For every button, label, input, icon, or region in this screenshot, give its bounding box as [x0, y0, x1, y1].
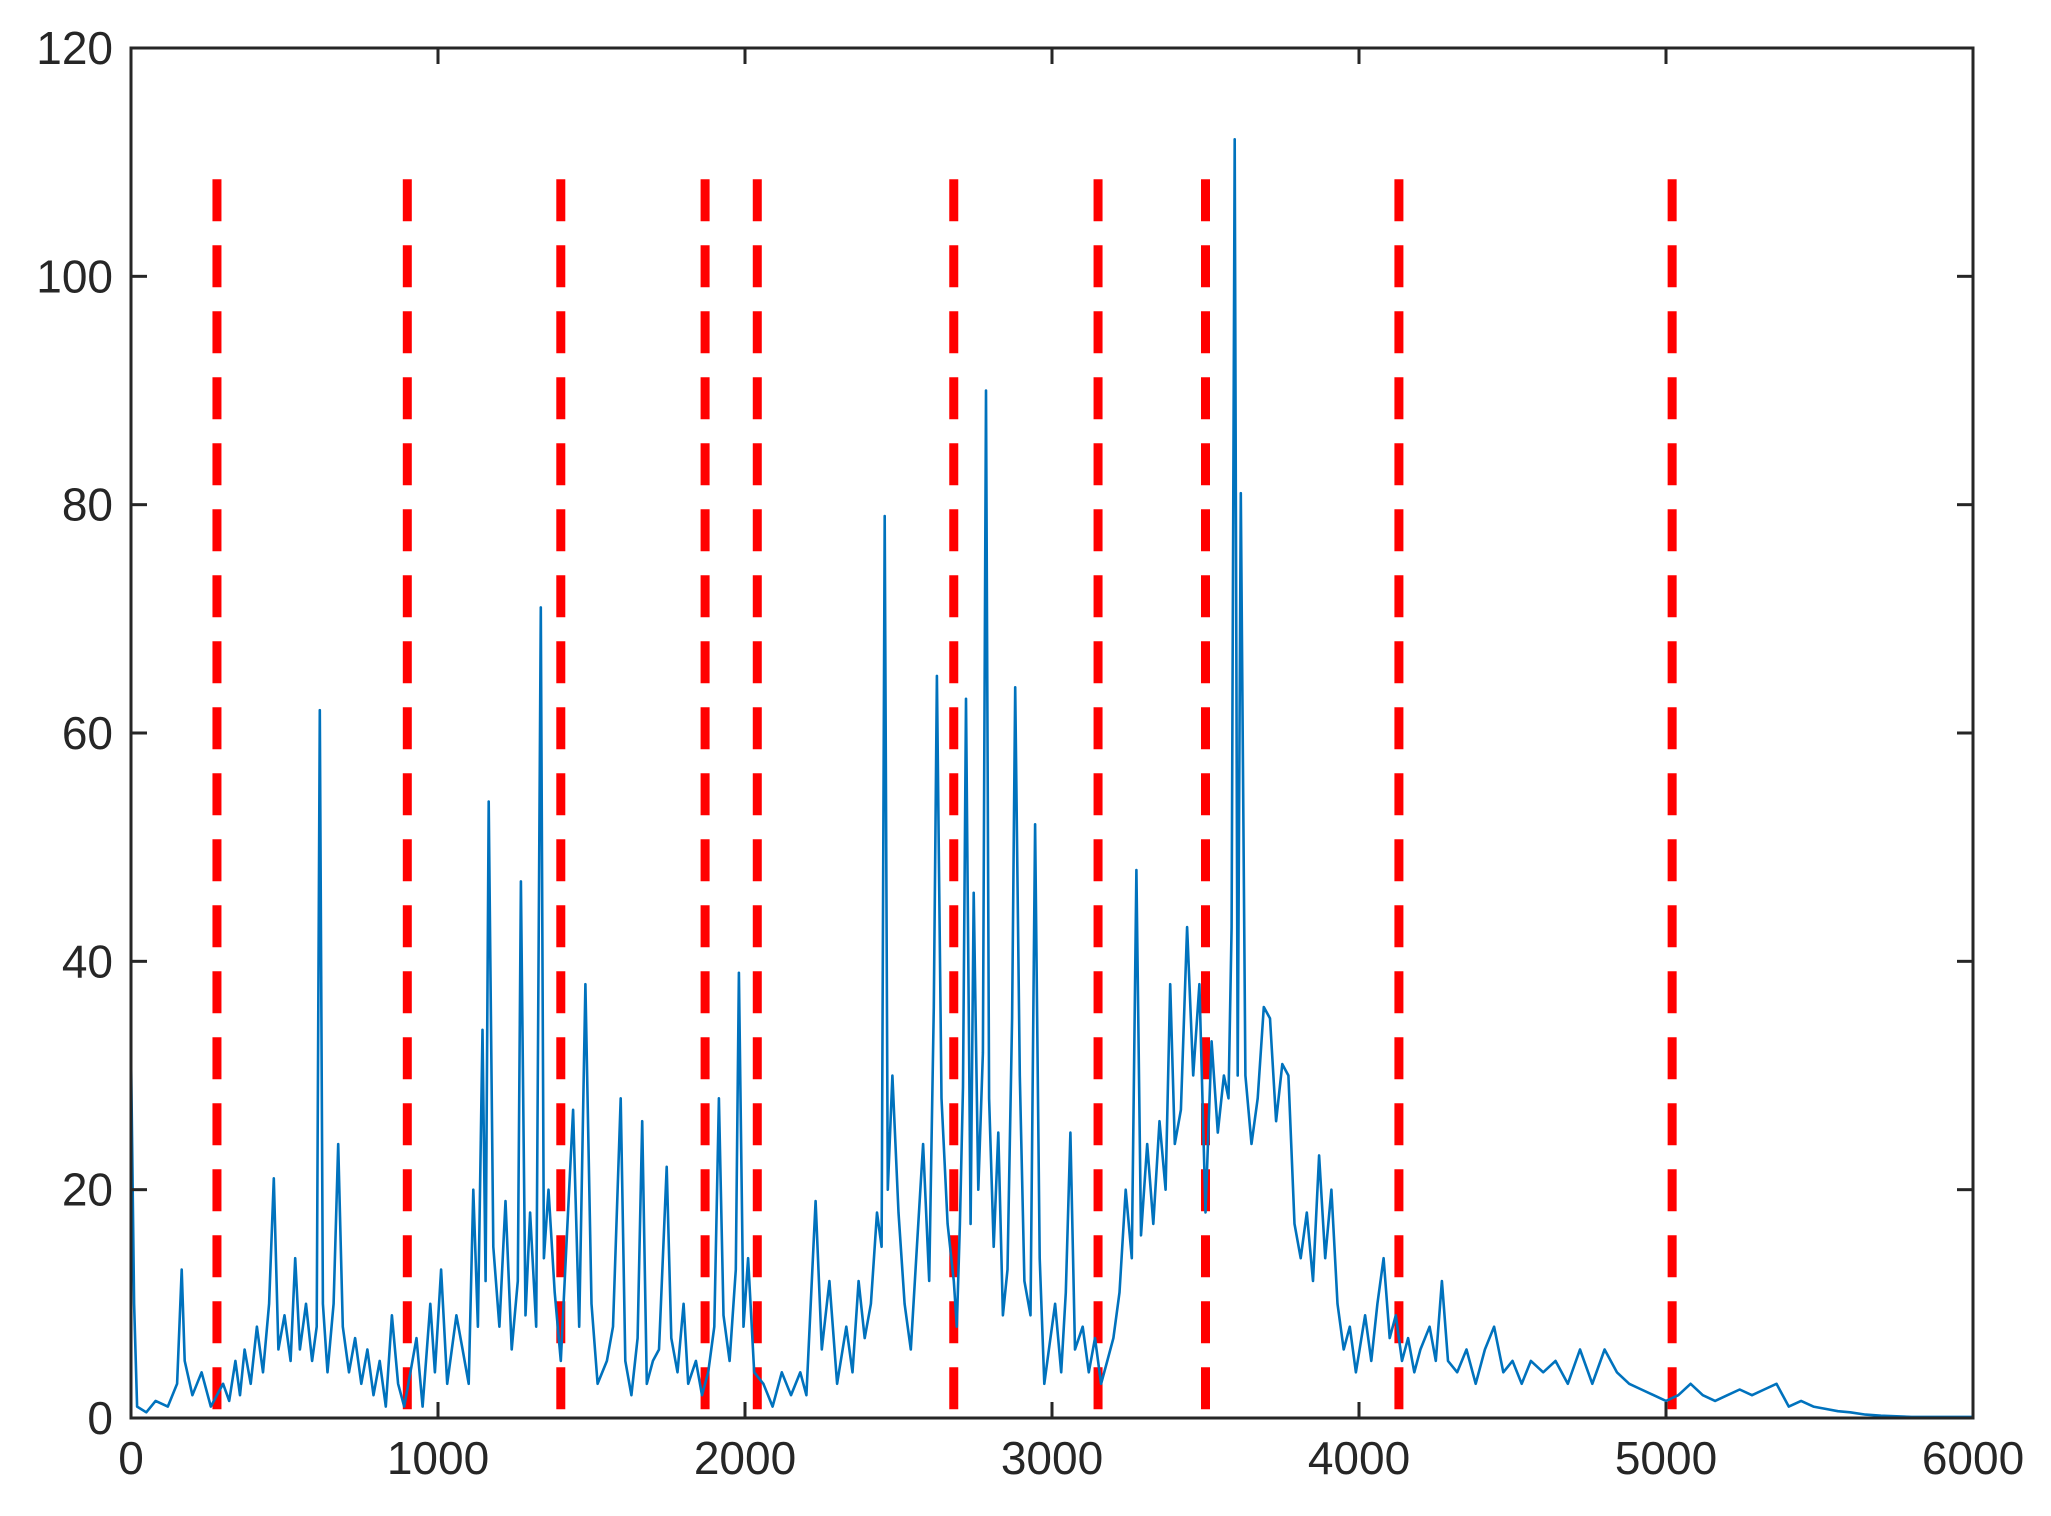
series-line-0 — [129, 138, 1973, 1419]
y-tick-label-0: 0 — [87, 1392, 113, 1444]
y-axis-ticks: 0 20 40 60 80 100 120 — [36, 22, 1973, 1444]
y-tick-label-6: 120 — [36, 22, 113, 74]
x-tick-label-0: 0 — [118, 1432, 144, 1484]
y-tick-label-4: 80 — [62, 479, 113, 531]
x-tick-label-2: 2000 — [694, 1432, 796, 1484]
y-tick-label-5: 100 — [36, 250, 113, 302]
y-tick-label-1: 20 — [62, 1164, 113, 1216]
x-tick-label-6: 6000 — [1922, 1432, 2024, 1484]
x-tick-label-4: 4000 — [1308, 1432, 1410, 1484]
y-tick-label-3: 60 — [62, 707, 113, 759]
x-tick-label-3: 3000 — [1001, 1432, 1103, 1484]
segment-markers — [212, 179, 1677, 1418]
x-tick-label-5: 5000 — [1615, 1432, 1717, 1484]
series-group — [129, 138, 1973, 1419]
y-tick-label-2: 40 — [62, 935, 113, 987]
x-tick-label-1: 1000 — [387, 1432, 489, 1484]
x-axis-ticks: 0 1000 2000 3000 4000 5000 6000 — [118, 48, 2024, 1484]
